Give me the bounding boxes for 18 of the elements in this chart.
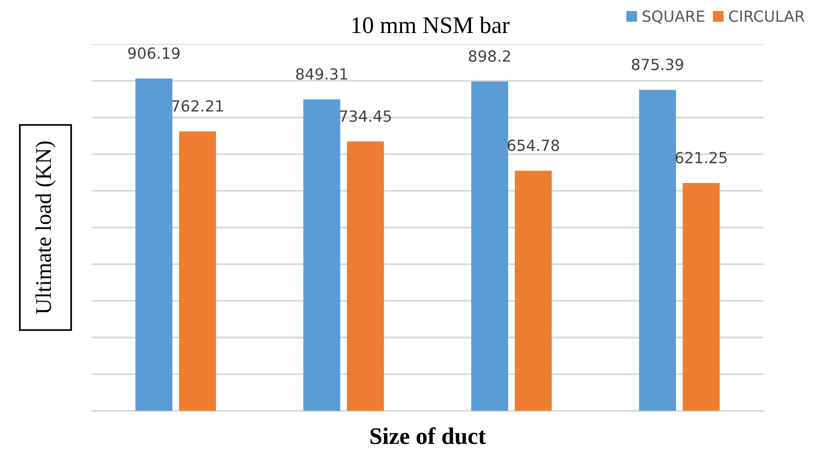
y-axis-title: Ultimate load (KN): [35, 141, 56, 314]
bar: [514, 170, 552, 411]
bar: [639, 90, 676, 411]
data-label: 898.2: [468, 50, 510, 62]
data-label: 734.45: [340, 110, 391, 122]
legend-label: CIRCULAR: [729, 10, 805, 22]
legend-label: SQUARE: [642, 10, 704, 24]
bar: [682, 183, 720, 411]
data-label: 875.39: [632, 58, 684, 70]
bar: [471, 81, 508, 411]
data-label: 849.31: [296, 68, 348, 80]
bar: [179, 131, 216, 411]
bar: [135, 78, 172, 411]
bar: [303, 99, 340, 411]
x-axis-title: Size of duct: [370, 427, 486, 444]
data-label: 906.19: [128, 47, 180, 59]
bar: [346, 142, 384, 411]
chart-title: 10 mm NSM bar: [352, 16, 510, 34]
